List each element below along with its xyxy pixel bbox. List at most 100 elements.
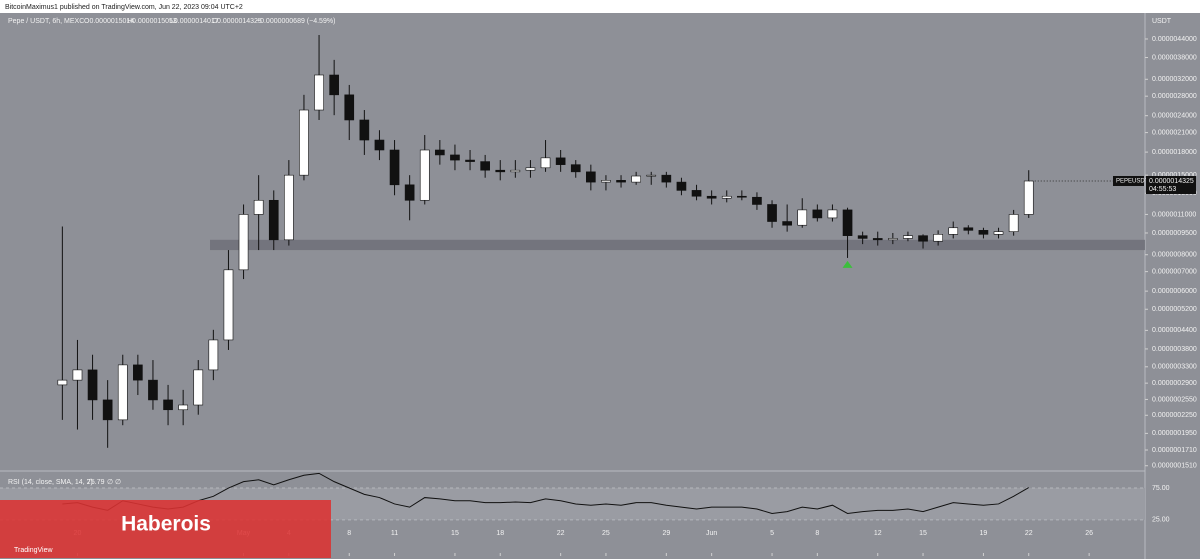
y-tick-label: 0.0000002550 xyxy=(1152,396,1197,403)
candle-body xyxy=(102,399,113,421)
y-axis-label: USDT xyxy=(1152,18,1172,25)
y-tick-label: 0.0000015000 xyxy=(1152,172,1197,179)
candle-body xyxy=(586,171,596,183)
x-tick-label: 12 xyxy=(874,530,882,537)
candle-body xyxy=(767,204,777,222)
support-zone xyxy=(210,239,1145,251)
candle-body xyxy=(797,209,808,226)
candle-body xyxy=(133,364,143,381)
status-open: O0.0000015014 xyxy=(84,18,134,25)
signal-arrow xyxy=(842,260,853,268)
x-tick-label: 18 xyxy=(496,530,504,537)
candle-body xyxy=(208,339,219,371)
y-tick-label: 0.0000003800 xyxy=(1152,346,1197,353)
candle-body xyxy=(737,195,747,198)
x-tick-label: 26 xyxy=(1085,530,1093,537)
y-tick-label: 0.0000021000 xyxy=(1152,129,1197,136)
x-tick-label: Jun xyxy=(706,530,717,537)
candle-body xyxy=(435,149,445,156)
candle-body xyxy=(948,227,959,235)
candle-body xyxy=(223,269,234,341)
candle-body xyxy=(163,399,173,411)
candle-body xyxy=(661,174,672,183)
status-symbol: Pepe / USDT, 6h, MEXC xyxy=(8,18,84,25)
candle-body xyxy=(555,157,566,165)
watermark: Haberois xyxy=(121,513,211,536)
y-tick-label: 0.0000011000 xyxy=(1152,211,1196,218)
candle-body xyxy=(993,231,1004,235)
candle-body xyxy=(299,109,309,176)
candle-body xyxy=(842,209,853,236)
x-tick-label: 25 xyxy=(602,530,610,537)
candle-body xyxy=(903,235,913,239)
x-tick-label: 15 xyxy=(451,530,459,537)
x-tick-label: 11 xyxy=(391,530,398,537)
y-tick-label: 0.0000005200 xyxy=(1152,306,1197,313)
candle-body xyxy=(857,235,868,239)
candle-body xyxy=(918,235,928,242)
candle-body xyxy=(616,180,626,183)
y-tick-label: 0.0000044000 xyxy=(1152,36,1197,43)
footer-logo: TradingView xyxy=(14,547,53,554)
candle-body xyxy=(480,161,490,171)
candle-body xyxy=(1008,214,1019,232)
candle-body xyxy=(374,139,385,151)
y-tick-label: 0.0000007000 xyxy=(1152,268,1197,275)
overlay: Haberois TradingView xyxy=(0,500,331,558)
candle-body xyxy=(314,74,324,111)
candle-body xyxy=(812,209,823,219)
candle-body xyxy=(888,238,898,241)
x-tick-label: 8 xyxy=(347,530,351,537)
x-tick-label: 19 xyxy=(980,530,988,537)
top-bar xyxy=(0,0,1200,13)
candle-body xyxy=(570,164,581,173)
x-tick-label: 29 xyxy=(662,530,670,537)
candle-body xyxy=(284,174,294,241)
symbol-tag xyxy=(1113,175,1144,186)
candle-body xyxy=(344,94,355,121)
candle-body xyxy=(872,238,883,241)
y-tick-label: 0.0000028000 xyxy=(1152,93,1197,100)
candle-body xyxy=(329,74,339,96)
y-tick-label: 0.0000002900 xyxy=(1152,380,1197,387)
candle-body xyxy=(933,234,943,242)
y-tick-label: 0.0000006000 xyxy=(1152,288,1197,295)
y-tick-label: 0.0000002250 xyxy=(1152,412,1197,419)
y-tick-label: 0.0000001710 xyxy=(1152,447,1197,454)
candle-body xyxy=(691,190,702,197)
y-tick-label: 0.0000001510 xyxy=(1152,463,1197,470)
status-change: −0.0000000689 (−4.59%) xyxy=(256,18,335,25)
candle-body xyxy=(963,227,974,231)
rsi-tick-label: 75.00 xyxy=(1152,485,1170,492)
candle-body xyxy=(87,369,98,401)
candle-body xyxy=(827,209,838,219)
candle-body xyxy=(148,379,158,401)
candle-body xyxy=(389,149,400,186)
candle-body xyxy=(450,154,460,161)
y-tick-label: 0.0000024000 xyxy=(1152,113,1197,120)
candle-body xyxy=(117,364,128,421)
rsi-line xyxy=(62,472,1029,515)
status-close: C0.0000014325 xyxy=(212,18,262,25)
candle-body xyxy=(268,199,279,241)
watermark-banner xyxy=(0,500,331,558)
x-tick-label: 15 xyxy=(919,530,927,537)
candle-body xyxy=(253,199,264,215)
candle-body xyxy=(525,167,536,171)
rsi-last: 75.79 xyxy=(87,479,105,486)
candle-body xyxy=(57,379,68,386)
candle-body xyxy=(193,369,204,406)
candle-body xyxy=(510,169,521,173)
y-tick-label: 0.0000001950 xyxy=(1152,430,1197,437)
price-tag xyxy=(1146,175,1196,194)
published-line: BitcoinMaximus1 published on TradingView… xyxy=(5,4,243,11)
y-tick-label: 0.0000032000 xyxy=(1152,76,1197,83)
candle-body xyxy=(706,195,717,199)
candle-body xyxy=(540,157,551,169)
candle-body xyxy=(676,181,687,191)
candle-body xyxy=(721,195,732,199)
rsi-extra: ∅ ∅ xyxy=(107,479,121,486)
y-tick-label: 0.0000003300 xyxy=(1152,364,1197,371)
candle-body xyxy=(631,175,641,183)
candle-body xyxy=(601,180,611,183)
